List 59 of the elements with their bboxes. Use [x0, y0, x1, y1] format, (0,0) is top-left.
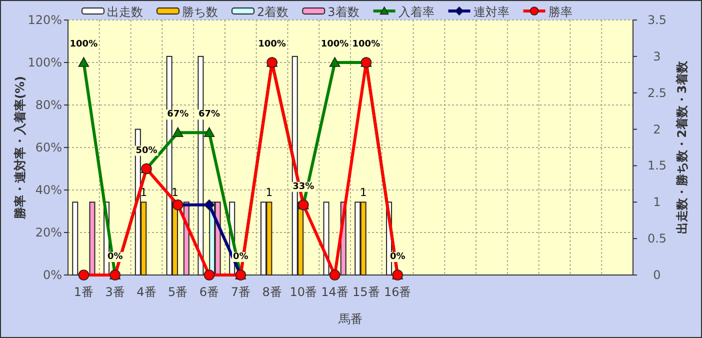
legend-label: 入着率 [398, 5, 434, 19]
y-tick-label: 20% [35, 226, 62, 240]
y2-tick-label: 1 [653, 195, 661, 210]
legend-label: 勝ち数 [182, 5, 218, 19]
y2-tick-label: 3 [653, 49, 661, 64]
point [329, 270, 340, 280]
x-tick-label: 6番 [199, 285, 220, 299]
y-tick-label: 120% [28, 13, 62, 27]
x-tick-label: 8番 [262, 285, 282, 299]
data-label: 100% [320, 40, 349, 50]
legend-label: 2着数 [257, 5, 289, 19]
data-label: 1 [172, 186, 179, 200]
data-label: 100% [258, 40, 286, 50]
y2-tick-label: 2 [653, 122, 661, 136]
point [329, 57, 340, 67]
data-label: 50% [136, 146, 158, 156]
legend-label: 勝率 [548, 5, 572, 19]
point [204, 270, 215, 280]
data-label: 67% [167, 110, 189, 120]
y2-tick-label: 2.5 [647, 86, 667, 100]
x-tick-label: 1番 [74, 285, 94, 299]
point [78, 270, 90, 280]
data-label: 0% [107, 252, 123, 262]
x-tick-label: 4番 [136, 285, 156, 299]
y-tick-label: 40% [35, 183, 62, 197]
y-axis-title: 勝率・連対率・入着率(%) [13, 76, 27, 220]
point [172, 127, 184, 138]
data-label: 1 [360, 186, 367, 200]
y2-tick-label: 1.5 [647, 158, 667, 173]
data-label: 0% [390, 252, 406, 262]
point [78, 57, 90, 67]
y-tick-label: 80% [35, 98, 62, 112]
legend-label: 連対率 [473, 5, 510, 19]
y2-tick-label: 0 [653, 268, 661, 282]
x-tick-label: 14番 [321, 285, 348, 299]
x-tick-label: 15番 [352, 285, 380, 299]
data-label: 100% [352, 40, 380, 50]
legend-label: 出走数 [107, 5, 143, 19]
data-label: 1 [266, 186, 273, 200]
y2-axis-title: 出走数・勝ち数・2着数・3着数 [675, 60, 689, 234]
data-label: 100% [70, 40, 98, 50]
point [204, 127, 215, 138]
point [204, 199, 215, 210]
y2-tick-label: 0.5 [647, 232, 667, 246]
x-tick-label: 5番 [168, 285, 188, 299]
y-tick-label: 100% [28, 56, 62, 70]
x-tick-label: 16番 [384, 285, 412, 299]
x-tick-label: 3番 [105, 285, 125, 299]
data-label: 0% [233, 252, 248, 262]
x-axis-title: 馬番 [338, 312, 362, 326]
x-tick-label: 7番 [230, 285, 250, 299]
y2-tick-label: 3.5 [647, 13, 667, 27]
data-label: 67% [198, 110, 220, 120]
data-label: 1 [140, 186, 148, 200]
y-tick-label: 60% [35, 140, 62, 154]
legend-label: 3着数 [328, 5, 360, 19]
y-tick-label: 0% [42, 268, 62, 282]
x-tick-label: 10番 [290, 285, 318, 299]
data-label: 33% [292, 182, 314, 192]
